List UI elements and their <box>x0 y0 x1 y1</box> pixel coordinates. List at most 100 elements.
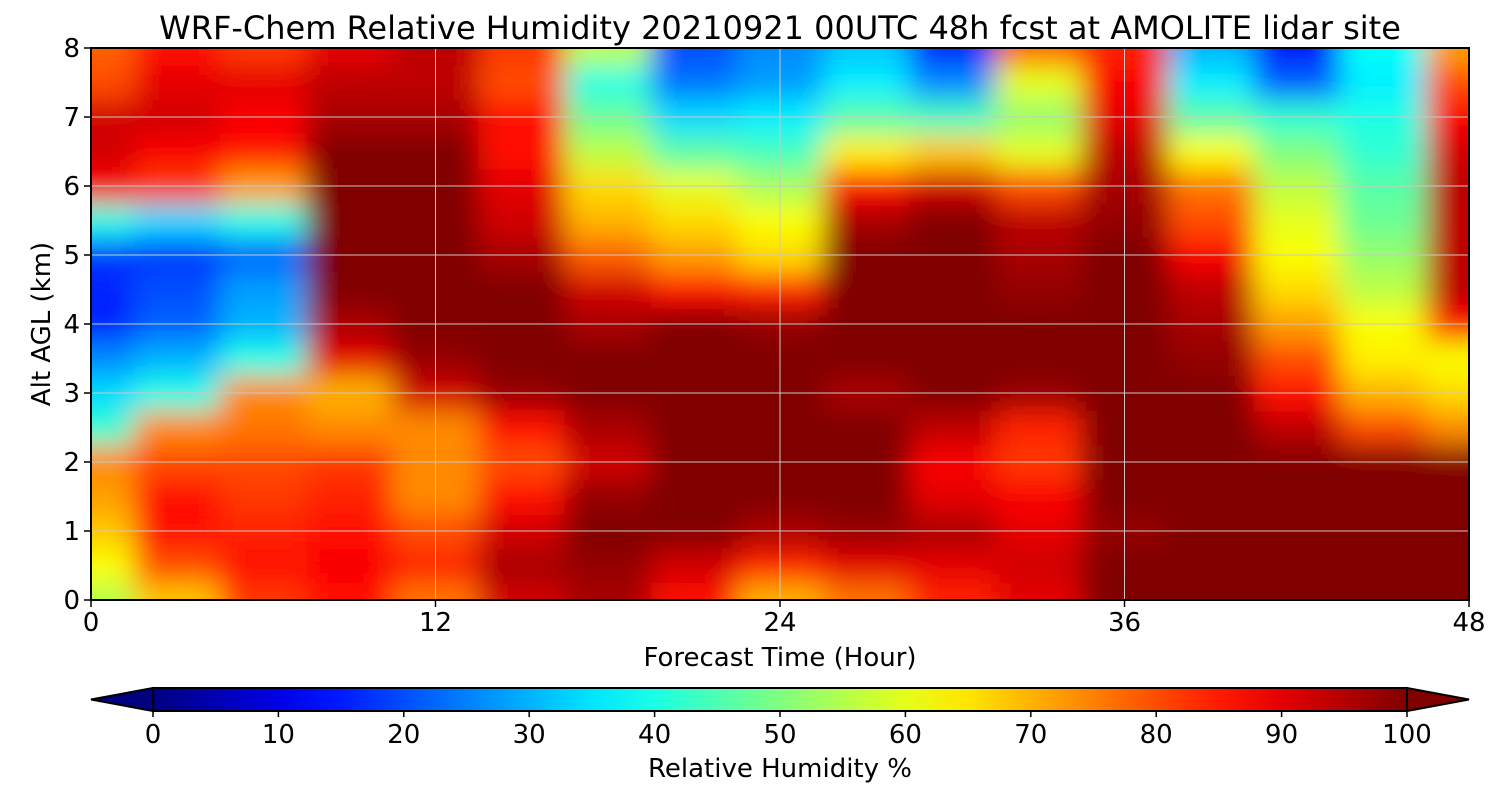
heatmap-cell <box>478 548 566 584</box>
heatmap-cell <box>1253 48 1341 66</box>
heatmap-cell <box>564 272 652 308</box>
heatmap-cell <box>220 65 307 101</box>
heatmap-cell <box>650 479 738 515</box>
heatmap-cell <box>995 479 1082 515</box>
heatmap-cell <box>478 272 566 308</box>
colorbar-tick-label: 80 <box>1140 720 1173 750</box>
x-tick-label: 0 <box>83 608 100 638</box>
heatmap-cell <box>134 341 221 377</box>
heatmap-cell <box>909 479 996 515</box>
heatmap-cell <box>134 134 221 170</box>
heatmap-cell <box>564 48 652 66</box>
heatmap-cell <box>91 410 135 446</box>
heatmap-cell <box>650 582 738 600</box>
heatmap-cell <box>478 410 566 446</box>
heatmap-cell <box>823 341 910 377</box>
heatmap-cell <box>1167 48 1255 66</box>
heatmap-cell <box>91 48 135 66</box>
colorbar-tick-label: 70 <box>1014 720 1047 750</box>
colorbar-tick-label: 10 <box>262 720 295 750</box>
y-axis-label: Alt AGL (km) <box>27 242 57 406</box>
heatmap-cell <box>91 134 135 170</box>
heatmap-cell <box>1339 48 1427 66</box>
heatmap-cell <box>134 548 221 584</box>
heatmap-cell <box>650 341 738 377</box>
y-tick-label: 1 <box>63 517 80 547</box>
colorbar-tick-label: 30 <box>513 720 546 750</box>
heatmap-cell <box>220 582 307 600</box>
heatmap-cell <box>909 582 996 600</box>
heatmap-cell <box>1425 272 1469 308</box>
heatmap-cell <box>1339 272 1427 308</box>
heatmap-cell <box>1167 582 1255 600</box>
heatmap-cell <box>1339 410 1427 446</box>
heatmap-cell <box>478 479 566 515</box>
heatmap-cell <box>478 341 566 377</box>
heatmap-cell <box>1339 479 1427 515</box>
heatmap-cell <box>564 134 652 170</box>
heatmap-cell <box>823 48 910 66</box>
heatmap-cell <box>1339 203 1427 239</box>
heatmap-cell <box>134 48 221 66</box>
y-tick-label: 7 <box>63 103 80 133</box>
heatmap-cell <box>564 582 652 600</box>
heatmap-cell <box>1425 479 1469 515</box>
heatmap-cell <box>909 134 996 170</box>
heatmap-cell <box>306 341 393 377</box>
heatmap-cell <box>564 203 652 239</box>
heatmap-cell <box>134 65 221 101</box>
heatmap-cell <box>995 65 1082 101</box>
heatmap-cell <box>909 203 996 239</box>
heatmap-cell <box>1253 410 1341 446</box>
heatmap-cell <box>650 134 738 170</box>
heatmap-cell <box>220 272 307 308</box>
heatmap-cell <box>995 582 1082 600</box>
heatmap-cell <box>478 582 566 600</box>
heatmap-cell <box>134 582 221 600</box>
heatmap-cell <box>306 203 393 239</box>
heatmap-cell <box>564 341 652 377</box>
heatmap-cell <box>823 272 910 308</box>
colorbar-tick-label: 0 <box>145 720 162 750</box>
heatmap-cell <box>1425 134 1469 170</box>
heatmap-cell <box>1253 203 1341 239</box>
heatmap-cell <box>995 410 1082 446</box>
heatmap-cell <box>1339 134 1427 170</box>
heatmap-cell <box>564 410 652 446</box>
heatmap-cell <box>1253 582 1341 600</box>
heatmap-cell <box>220 203 307 239</box>
heatmap-cell <box>134 203 221 239</box>
heatmap-cell <box>1425 410 1469 446</box>
heatmap-cell <box>1339 548 1427 584</box>
heatmap-cell <box>650 548 738 584</box>
heatmap-cell <box>134 410 221 446</box>
heatmap-cell <box>91 203 135 239</box>
heatmap-cell <box>909 48 996 66</box>
heatmap-cell <box>478 134 566 170</box>
heatmap-cell <box>909 410 996 446</box>
heatmap-cell <box>1425 48 1469 66</box>
heatmap-cell <box>909 341 996 377</box>
chart-title: WRF-Chem Relative Humidity 20210921 00UT… <box>159 9 1401 47</box>
heatmap-cell <box>909 548 996 584</box>
heatmap-cell <box>1167 479 1255 515</box>
heatmap-cell <box>220 134 307 170</box>
heatmap-cell <box>1253 479 1341 515</box>
heatmap-cell <box>1339 65 1427 101</box>
heatmap-cell <box>564 65 652 101</box>
y-tick-label: 8 <box>63 34 80 64</box>
heatmap-cell <box>306 548 393 584</box>
heatmap-cell <box>1167 203 1255 239</box>
heatmap-cell <box>1425 203 1469 239</box>
heatmap-cell <box>1425 548 1469 584</box>
colorbar-bar <box>152 687 1408 712</box>
y-tick-label: 3 <box>63 379 80 409</box>
heatmap-cell <box>1253 65 1341 101</box>
heatmap-cell <box>823 582 910 600</box>
heatmap-cell <box>995 48 1082 66</box>
heatmap-cell <box>306 479 393 515</box>
heatmap-cell <box>1167 65 1255 101</box>
y-tick-label: 4 <box>63 310 80 340</box>
